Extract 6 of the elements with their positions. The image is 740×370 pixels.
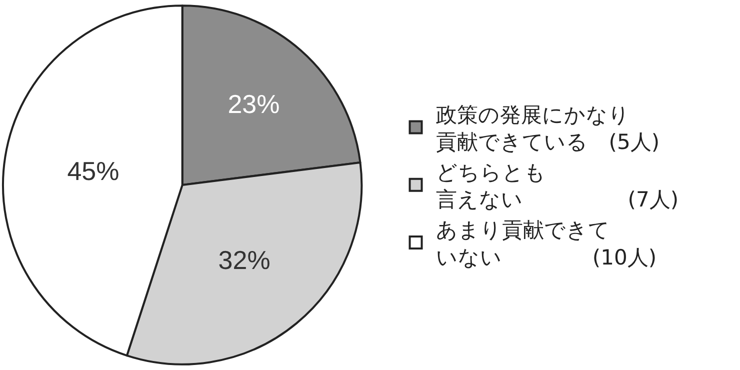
legend-label: あまり貢献できていない (10人) [436, 218, 657, 270]
data-label: 32% [218, 244, 270, 275]
data-label: 23% [228, 89, 280, 120]
legend-label: 政策の発展にかなり貢献できている (5人) [436, 102, 660, 154]
legend-label: どちらとも言えない (7人) [436, 160, 679, 212]
data-label: 45% [67, 156, 120, 186]
